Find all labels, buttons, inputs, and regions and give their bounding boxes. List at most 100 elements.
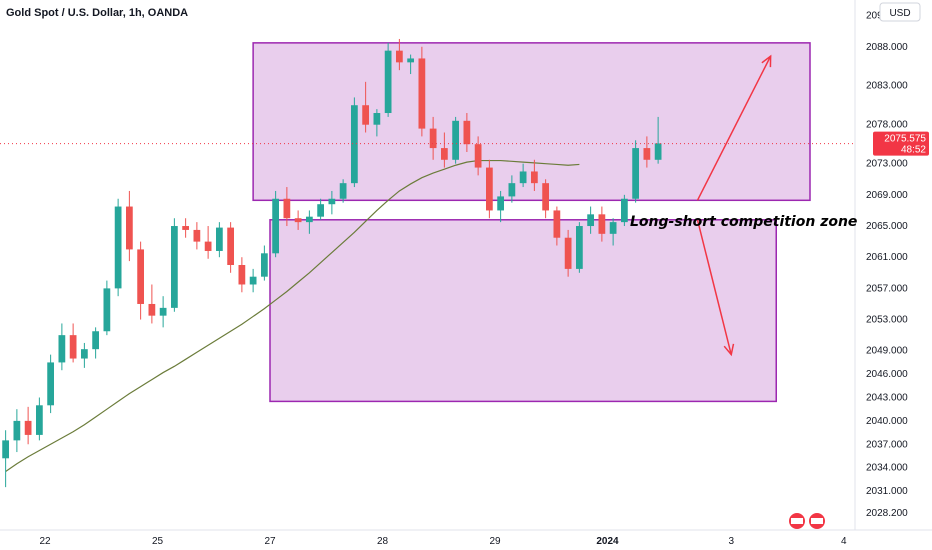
candle-body (58, 335, 66, 363)
price-tick-label: 2053.000 (866, 315, 908, 326)
arrow-head-1 (761, 54, 772, 68)
price-tick-label: 2043.000 (866, 393, 908, 404)
zone-annotation: Long-short competition zone (630, 214, 857, 230)
moving-average-line (5, 159, 580, 473)
price-tick-label: 2073.000 (866, 159, 908, 170)
arrow-head-2 (723, 343, 735, 357)
time-tick-label: 4 (841, 536, 847, 547)
candle-body (261, 253, 268, 277)
candle-body (362, 105, 369, 125)
candle-body (564, 237, 572, 269)
candle-body (609, 222, 617, 234)
time-tick-label: 28 (377, 536, 389, 547)
price-tick-label: 2034.000 (866, 463, 908, 474)
candle-body (249, 276, 257, 285)
candle-body (486, 167, 493, 211)
price-tick-label: 2069.000 (866, 190, 908, 201)
candle-body (317, 204, 324, 217)
currency-button[interactable] (879, 2, 921, 22)
candle-body (531, 171, 538, 184)
flag-icons[interactable] (789, 513, 825, 529)
candle-body (407, 58, 414, 63)
candle-body (216, 227, 223, 251)
candle-body (81, 349, 88, 359)
candle-body (576, 226, 583, 269)
price-tick-label: 2031.000 (866, 486, 908, 497)
price-tick-label: 2049.000 (866, 346, 908, 357)
candle-body (497, 196, 504, 211)
price-tick-label: 2057.000 (866, 283, 908, 294)
candle-body (227, 227, 234, 265)
candle-body (621, 198, 628, 223)
candle-body (654, 143, 662, 160)
price-tick-label: 2028.200 (866, 508, 908, 519)
candle-body (463, 120, 471, 145)
price-tick-label: 2065.000 (866, 221, 908, 232)
time-tick-label: 27 (264, 536, 276, 547)
candle-body (351, 105, 358, 184)
candle-body (24, 420, 32, 435)
last-price-tag: 2075.575 48:52 (873, 131, 929, 156)
candle-body (2, 440, 9, 459)
time-axis[interactable]: 22 25 27 28 29 2024 3 4 (39, 536, 847, 547)
event-flag-icon-stripe (811, 518, 823, 524)
candle-body (171, 226, 178, 308)
currency-label: USD (889, 8, 910, 19)
candle-body (193, 229, 201, 242)
time-tick-label: 25 (152, 536, 164, 547)
price-tick-label: 2037.000 (866, 439, 908, 450)
candle-body (452, 120, 459, 160)
price-tick-label: 2083.000 (866, 81, 908, 92)
candle-body (542, 183, 549, 211)
candle-body (441, 148, 448, 160)
candle-body (204, 241, 212, 251)
candle-body (36, 405, 43, 435)
candle-body (474, 144, 482, 168)
candle-body (418, 58, 426, 129)
price-tick-label: 2061.000 (866, 252, 908, 263)
candle-body (632, 148, 639, 199)
candle-body (429, 128, 437, 149)
candle-body (92, 331, 99, 350)
candle-body (159, 307, 167, 316)
time-tick-label: 2024 (596, 536, 619, 547)
candle-body (553, 210, 561, 238)
price-tick-label: 2040.000 (866, 416, 908, 427)
candle-body (294, 218, 302, 223)
candle-body (598, 214, 606, 234)
arrow-line-1 (696, 55, 772, 201)
arrows-layer (696, 54, 772, 357)
candle-body (373, 113, 381, 125)
candle-body (306, 216, 313, 223)
candle-body (137, 249, 144, 304)
candle-body (238, 265, 246, 285)
candle-body (148, 303, 156, 316)
candle-body (103, 288, 111, 332)
zone-rect-2 (269, 219, 777, 403)
candle-body (384, 50, 392, 114)
price-tick-label: 2046.000 (866, 369, 908, 380)
time-tick-label: 29 (489, 536, 501, 547)
price-axis[interactable]: 2092.0002088.0002083.0002078.0002073.000… (866, 11, 908, 519)
time-tick-label: 22 (39, 536, 51, 547)
candle-body (328, 198, 336, 205)
candle-body (339, 183, 347, 199)
candle-body (396, 50, 403, 63)
candle-body (47, 362, 54, 406)
candle-body (114, 206, 122, 289)
time-tick-label: 3 (728, 536, 734, 547)
candle-body (508, 183, 516, 197)
candle-body (126, 206, 133, 250)
candle-body (69, 335, 77, 359)
price-tick-label: 2078.000 (866, 120, 908, 131)
last-price-value: 2075.575 (884, 134, 926, 145)
ma-layer (5, 159, 580, 473)
candle-body (283, 198, 291, 219)
candle-body (13, 420, 21, 441)
candle-body (587, 214, 594, 227)
candle-body (182, 226, 189, 230)
arrow-line-2 (696, 219, 732, 355)
zones-layer (252, 42, 811, 403)
